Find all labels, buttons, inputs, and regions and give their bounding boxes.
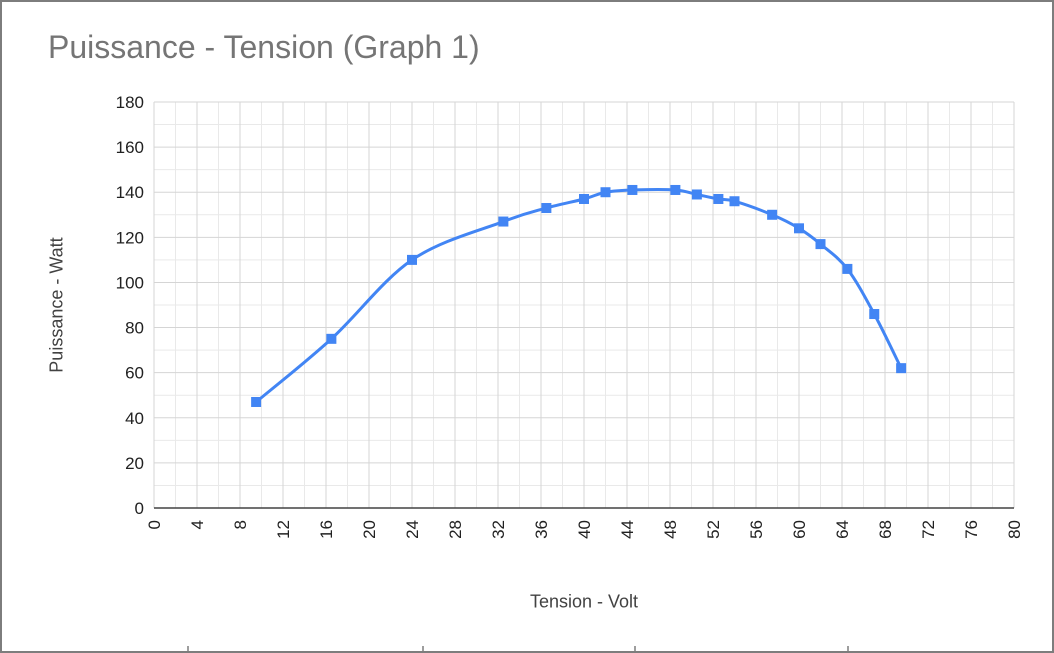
data-point-marker [541, 203, 552, 214]
x-tick-label: 36 [532, 520, 551, 539]
chart-title: Puissance - Tension (Graph 1) [48, 29, 480, 65]
x-tick-label: 48 [661, 520, 680, 539]
x-tick-label: 80 [1005, 520, 1024, 539]
x-tick-label: 56 [747, 520, 766, 539]
series-line [254, 188, 903, 404]
x-tick-label: 40 [575, 520, 594, 539]
y-tick-label: 160 [116, 138, 144, 157]
data-point-marker [869, 309, 880, 320]
data-point-marker [691, 189, 702, 200]
y-tick-label: 100 [116, 273, 144, 292]
x-tick-label: 28 [446, 520, 465, 539]
x-tick-label: 20 [360, 520, 379, 539]
x-tick-label: 32 [489, 520, 508, 539]
data-point-marker [896, 363, 907, 374]
x-tick-label: 0 [145, 520, 164, 529]
x-tick-label: 12 [274, 520, 293, 539]
x-axis-title: Tension - Volt [529, 591, 639, 612]
data-point-marker [729, 196, 740, 207]
data-point-marker [794, 223, 804, 234]
data-point-marker [842, 263, 853, 274]
x-tick-label: 8 [231, 520, 250, 529]
x-tick-label: 44 [618, 520, 637, 539]
data-point-marker [407, 254, 417, 265]
data-point-marker [600, 187, 611, 198]
y-tick-label: 20 [125, 454, 144, 473]
y-tick-label: 80 [125, 319, 144, 338]
x-tick-label: 4 [188, 520, 207, 529]
x-tick-label: 16 [317, 520, 336, 539]
data-point-marker [498, 216, 509, 227]
data-point-marker [251, 396, 262, 407]
y-tick-label: 120 [116, 228, 144, 247]
sheet-column-tick [634, 646, 636, 651]
y-tick-label: 60 [125, 364, 144, 383]
data-point-marker [767, 209, 778, 220]
sheet-column-tick [187, 646, 189, 651]
x-tick-label: 68 [876, 520, 895, 539]
x-tick-label: 64 [833, 520, 852, 539]
sheet-column-tick [422, 646, 424, 651]
data-point-marker [713, 193, 724, 204]
sheet-column-tick [847, 646, 849, 651]
data-point-marker [627, 184, 638, 195]
data-point-marker [815, 239, 826, 250]
x-tick-label: 52 [704, 520, 723, 539]
data-point-marker [579, 193, 589, 204]
y-tick-label: 40 [125, 409, 144, 428]
x-tick-label: 76 [962, 520, 981, 539]
x-tick-label: 60 [790, 520, 809, 539]
data-point-marker [326, 333, 337, 344]
x-tick-label: 24 [403, 520, 422, 539]
data-point-marker [670, 184, 681, 195]
y-tick-label: 140 [116, 183, 144, 202]
x-tick-label: 72 [919, 520, 938, 539]
y-tick-label: 0 [135, 499, 144, 518]
y-tick-label: 180 [116, 93, 144, 112]
